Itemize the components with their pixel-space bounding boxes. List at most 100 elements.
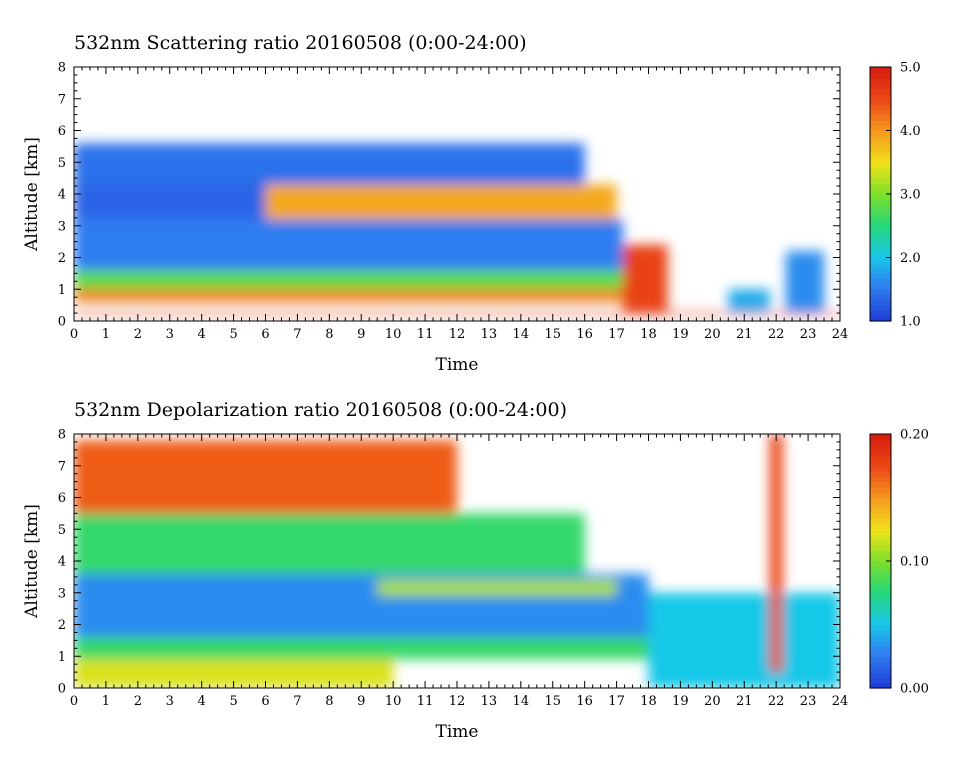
scattering-x-axis-label: Time [436,355,479,375]
scattering-colorbar-cell [870,146,891,153]
depolarization-colorbar-cell [870,619,891,626]
depolarization-colorbar-cell [870,502,891,509]
scattering-colorbar-cell [870,130,891,137]
depolarization-x-tick-label: 10 [385,694,402,709]
depolarization-x-tick-label: 9 [357,694,365,709]
scattering-colorbar-cell [870,246,891,253]
depolarization-ratio-panel: 532nm Depolarization ratio 20160508 (0:0… [22,399,929,742]
scattering-x-tick-label: 10 [385,327,402,342]
depolarization-x-tick-label: 17 [608,694,625,709]
scattering-x-tick-label: 6 [261,327,269,342]
scattering-colorbar-cell [870,204,891,211]
scattering-x-tick-label: 23 [800,327,817,342]
scattering-colorbar-cell [870,194,891,200]
scattering-x-tick-label: 11 [417,327,434,342]
scattering-layer-3 [74,219,623,271]
depolarization-x-tick-label: 1 [102,694,110,709]
depolarization-y-tick-label: 6 [58,491,66,506]
scattering-x-tick-label: 16 [576,327,593,342]
depolarization-colorbar-cell [870,439,891,446]
scattering-x-tick-label: 17 [608,327,625,342]
scattering-y-tick-label: 4 [58,188,66,203]
depolarization-colorbar-cell [870,587,891,594]
depolarization-layer-6 [648,592,840,688]
scattering-colorbar-cell [870,199,891,206]
depolarization-layer-3 [377,580,617,596]
depolarization-colorbar-cell [870,550,891,557]
scattering-colorbar-cell [870,252,891,259]
depolarization-data-layers [74,434,840,688]
scattering-y-tick-label: 6 [58,124,66,139]
depolarization-colorbar-cell [870,529,891,536]
scattering-y-tick-label: 3 [58,219,66,234]
depolarization-colorbar-cell [870,534,891,541]
depolarization-colorbar-cell [870,545,891,552]
depolarization-colorbar-cell [870,465,891,472]
scattering-colorbar-cell [870,236,891,243]
depolarization-x-tick-label: 18 [640,694,657,709]
depolarization-colorbar-cell [870,629,891,636]
depolarization-x-tick-label: 12 [449,694,466,709]
depolarization-x-tick-label: 24 [832,694,849,709]
scattering-colorbar-cell [870,283,891,290]
depolarization-layer-1 [74,637,649,660]
depolarization-colorbar-cell [870,603,891,610]
scattering-x-axis: 0 1 2 3 4 5 6 7 8 9 10 11 12 13 14 15 16 17 18 19 20 21 22 23 24 [70,67,848,342]
scattering-colorbar-cell [870,77,891,84]
scattering-ratio-panel: 532nm Scattering ratio 20160508 (0:00-24… [22,32,921,375]
scattering-colorbar-cell [870,125,891,132]
depolarization-colorbar-cell [870,518,891,525]
depolarization-colorbar-cell [870,508,891,514]
scattering-data-layers [74,143,840,316]
depolarization-x-tick-label: 22 [768,694,785,709]
scattering-x-tick-label: 3 [166,327,174,342]
scattering-colorbar-cell [870,183,891,190]
scattering-colorbar-cell [870,273,891,280]
depolarization-colorbar-cell [870,539,891,546]
scattering-colorbar-cell [870,268,891,274]
depolarization-x-tick-label: 2 [134,694,142,709]
depolarization-colorbar-cell [870,661,891,668]
scattering-colorbar-cell [870,241,891,248]
scattering-layer-8 [728,289,770,312]
depolarization-x-tick-label: 11 [417,694,434,709]
scattering-colorbar-cell [870,220,891,227]
depolarization-x-axis: 0 1 2 3 4 5 6 7 8 9 10 11 12 13 14 15 16 17 18 19 20 21 22 23 24 [70,434,848,709]
scattering-colorbar-cell [870,88,891,95]
depolarization-y-tick-label: 4 [58,555,66,570]
depolarization-x-tick-label: 5 [229,694,237,709]
depolarization-colorbar-tick-label: 0.00 [900,682,929,697]
scattering-colorbar-cell [870,188,891,195]
depolarization-colorbar-cell [870,471,891,477]
scattering-layer-5 [265,184,617,220]
depolarization-colorbar-cell [870,460,891,467]
depolarization-y-tick-label: 3 [58,586,66,601]
depolarization-colorbar: 0.00 0.10 0.20 [869,428,929,697]
depolarization-x-tick-label: 16 [576,694,593,709]
scattering-x-tick-label: 24 [832,327,849,342]
scattering-x-tick-label: 1 [102,327,110,342]
depolarization-colorbar-cell [870,455,891,462]
scattering-colorbar-cell [870,305,891,312]
depolarization-colorbar-cell [870,613,891,620]
scattering-y-axis-label: Altitude [km] [22,137,42,252]
scattering-x-tick-label: 22 [768,327,785,342]
depolarization-colorbar-cell [870,582,891,589]
scattering-colorbar-cell [870,151,891,158]
scattering-colorbar-cell [870,109,891,116]
scattering-colorbar-cell [870,231,891,237]
scattering-x-tick-label: 21 [736,327,753,342]
depolarization-x-tick-label: 3 [166,694,174,709]
depolarization-colorbar-tick-label: 0.10 [900,555,929,570]
depolarization-colorbar-cell [870,592,891,599]
scattering-colorbar-tick-label: 3.0 [900,188,921,203]
depolarization-colorbar-cell [870,682,891,689]
depolarization-layer-7 [769,434,783,673]
scattering-y-tick-label: 7 [58,92,66,107]
depolarization-colorbar-cell [870,608,891,615]
scattering-y-tick-label: 5 [58,156,66,171]
depolarization-colorbar-cell [870,523,891,530]
depolarization-layer-4 [74,513,585,574]
depolarization-colorbar-tick-label: 0.20 [900,428,929,443]
